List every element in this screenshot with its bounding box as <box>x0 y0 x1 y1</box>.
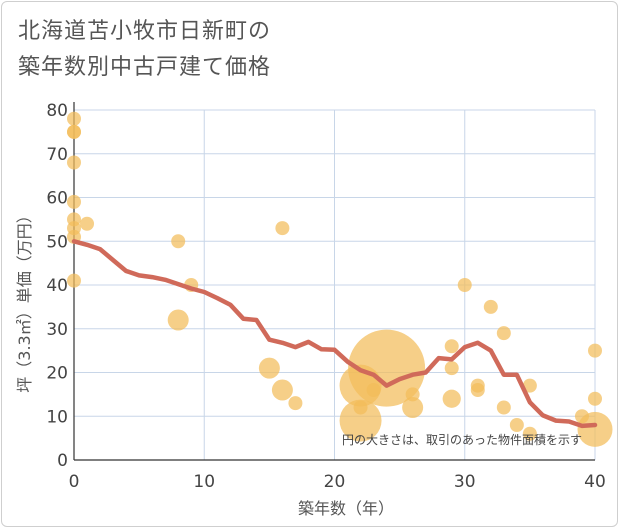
y-tick-label: 70 <box>46 145 68 165</box>
y-tick-label: 80 <box>46 101 68 121</box>
data-bubble <box>339 399 382 442</box>
data-bubble <box>80 216 95 231</box>
data-bubble <box>442 389 461 408</box>
y-tick-label: 30 <box>46 320 68 340</box>
data-bubble <box>67 124 81 139</box>
chart-title-line-1: 北海道苫小牧市日新町の <box>18 19 272 44</box>
data-bubble <box>353 400 368 415</box>
x-tick-label: 40 <box>584 472 606 492</box>
grid <box>74 109 596 460</box>
data-bubble <box>258 357 280 379</box>
data-bubble <box>444 339 459 354</box>
y-tick-label: 50 <box>46 232 68 252</box>
average-price-line <box>71 239 598 429</box>
data-bubble <box>171 234 186 249</box>
data-bubble <box>588 391 602 406</box>
data-bubble <box>67 273 81 288</box>
data-bubble <box>483 299 498 314</box>
data-bubble <box>444 361 459 376</box>
y-tick-label: 20 <box>46 364 68 384</box>
data-bubble <box>509 418 524 432</box>
data-bubble <box>67 111 81 126</box>
data-bubble <box>522 426 537 441</box>
data-bubble <box>522 378 537 393</box>
data-bubble <box>167 309 189 331</box>
data-bubble <box>67 155 81 170</box>
x-tick-label: 30 <box>454 472 476 492</box>
chart-title: 北海道苫小牧市日新町の 築年数別中古戸建て価格 <box>18 14 271 86</box>
x-tick-label: 20 <box>324 472 346 492</box>
y-tick-label: 10 <box>46 407 68 427</box>
data-bubble <box>288 396 303 411</box>
data-bubble <box>405 387 420 402</box>
data-bubble <box>496 326 511 341</box>
data-bubble <box>275 221 290 236</box>
y-tick-label: 0 <box>57 451 68 471</box>
x-tick-label: 10 <box>193 472 215 492</box>
data-bubble <box>271 379 293 401</box>
y-tick-label: 60 <box>46 189 68 209</box>
average-line-group <box>71 239 598 429</box>
x-tick-label: 0 <box>69 472 80 492</box>
data-bubble <box>457 278 472 292</box>
data-bubble <box>402 397 424 418</box>
data-bubble <box>588 343 602 358</box>
data-bubble <box>67 194 81 209</box>
data-bubble <box>470 383 485 397</box>
data-bubble <box>496 400 511 415</box>
tick-labels: 0 10 20 30 40 50 60 70 80 0 10 20 30 40 <box>46 101 605 492</box>
bubble-size-note: 円の大きさは、取引のあった物件面積を示す <box>342 432 582 447</box>
y-tick-label: 40 <box>46 276 68 296</box>
y-axis-label: 坪（3.3㎡）単価（万円） <box>15 207 34 392</box>
data-bubble <box>366 383 381 397</box>
bubbles <box>67 111 613 447</box>
chart-title-line-2: 築年数別中古戸建て価格 <box>18 55 272 80</box>
x-axis-label: 築年数（年） <box>298 499 394 518</box>
data-bubble <box>574 409 589 424</box>
